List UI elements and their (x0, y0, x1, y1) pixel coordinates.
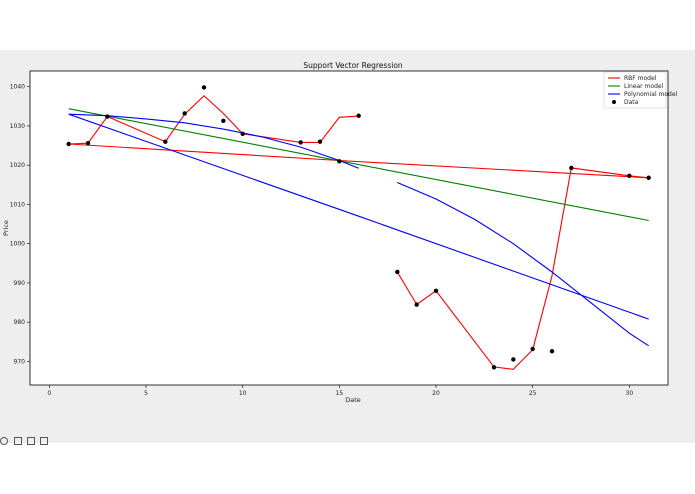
save-icon[interactable] (40, 437, 48, 445)
data-point (414, 302, 419, 307)
y-tick-label: 970 (14, 358, 26, 365)
data-point (569, 165, 574, 171)
data-point (356, 113, 361, 118)
y-tick-label: 990 (14, 280, 26, 287)
y-axis-label: Price (2, 220, 10, 236)
data-point (433, 288, 439, 293)
y-tick-label: 980 (14, 319, 26, 326)
x-tick-label: 0 (47, 390, 51, 397)
figure-toolbar (0, 437, 60, 447)
top-bar (0, 0, 695, 50)
plot-area (29, 70, 669, 386)
data-point (105, 114, 110, 119)
y-tick-label: 1010 (10, 201, 25, 208)
legend-label: RBF model (624, 75, 657, 82)
data-point (221, 118, 226, 124)
rbf-model-line (396, 167, 649, 370)
polynomial-model-line (68, 113, 649, 320)
axis-ticks: 0 5 10 15 20 25 30 970 980 990 1000 1010 1020 1030 104… (10, 84, 634, 397)
data-point (85, 141, 91, 146)
polynomial-model-line (397, 181, 649, 347)
home-icon[interactable] (0, 437, 8, 445)
pan-icon[interactable] (14, 437, 22, 445)
data-point (549, 349, 555, 354)
legend-label: Polynomial model (624, 91, 678, 98)
x-axis-label: Date (345, 396, 361, 404)
legend-label: Data (624, 99, 639, 106)
zoom-icon[interactable] (27, 437, 35, 445)
y-tick-label: 1030 (10, 123, 25, 130)
y-tick-label: 1000 (10, 241, 25, 248)
data-point (627, 173, 632, 178)
y-tick-label: 1020 (10, 162, 25, 169)
data-point (182, 111, 187, 116)
data-point (163, 139, 168, 144)
polynomial-model-line (68, 113, 359, 169)
linear-model-line (68, 108, 649, 222)
x-tick-label: 10 (239, 390, 247, 397)
data-point (491, 365, 497, 370)
series-lines (68, 94, 649, 370)
data-point (66, 141, 71, 147)
legend-box (603, 71, 667, 109)
data-point (646, 175, 651, 180)
chart-title: Support Vector Regression (303, 61, 403, 70)
data-point (395, 269, 400, 275)
legend-label: Linear model (624, 83, 664, 90)
data-point (298, 140, 303, 145)
x-tick-label: 5 (144, 390, 148, 397)
rbf-model-line (68, 94, 359, 145)
x-tick-label: 20 (432, 390, 440, 397)
x-tick-label: 15 (336, 390, 344, 397)
data-point (317, 139, 323, 144)
data-point (240, 131, 245, 136)
data-point (337, 159, 342, 164)
data-point (201, 85, 207, 90)
data-point (511, 357, 516, 362)
data-points (66, 85, 651, 370)
bottom-bar (0, 443, 695, 494)
x-tick-label: 30 (626, 390, 634, 397)
x-tick-label: 25 (529, 390, 537, 397)
y-tick-label: 1040 (10, 84, 25, 91)
legend-swatch-data (612, 100, 616, 104)
data-point (530, 346, 535, 352)
